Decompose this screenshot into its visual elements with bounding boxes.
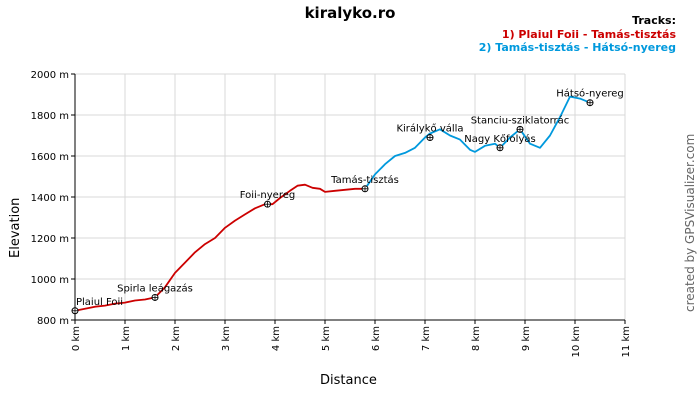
x-tick-label: 7 km [421,326,432,351]
y-tick-label: 1800 m [31,111,69,122]
y-tick-label: 1400 m [31,193,69,204]
waypoint-label: Stanciu-sziklatorrác [471,114,570,126]
waypoint-label: Foii-nyereg [240,190,295,201]
y-tick-label: 1600 m [31,152,69,163]
waypoint-label: Királykő válla [396,123,463,135]
x-tick-label: 11 km [621,326,632,357]
legend-heading: Tracks: [632,14,676,27]
waypoint-label: Spirla leágazás [117,282,193,294]
y-tick-label: 1200 m [31,234,69,245]
waypoint-label: Plaiul Foii [76,297,123,308]
legend-entry-track-2: 2) Tamás-tisztás - Hátsó-nyereg [478,41,676,54]
waypoint-label: Nagy Kőfolyás [464,133,535,145]
x-tick-label: 4 km [271,326,282,351]
waypoint-label: Tamás-tisztás [330,174,399,186]
x-tick-label: 6 km [371,326,382,351]
x-tick-label: 8 km [471,326,482,351]
x-tick-label: 5 km [321,326,332,351]
x-axis-label: Distance [320,373,377,388]
legend-entry-track-1: 1) Plaiul Foii - Tamás-tisztás [501,28,676,41]
y-tick-label: 800 m [37,316,69,327]
waypoint-label: Hátsó-nyereg [556,88,624,100]
x-tick-label: 0 km [71,326,82,351]
y-tick-label: 1000 m [31,275,69,286]
series-line-2 [364,95,591,190]
x-tick-label: 2 km [171,326,182,351]
x-tick-label: 3 km [221,326,232,351]
x-tick-label: 1 km [121,326,132,351]
x-tick-label: 10 km [571,326,582,357]
chart-title: kiralyko.ro [304,4,396,22]
x-tick-label: 9 km [521,326,532,351]
series-line-1 [74,183,365,312]
y-tick-label: 2000 m [31,70,69,81]
